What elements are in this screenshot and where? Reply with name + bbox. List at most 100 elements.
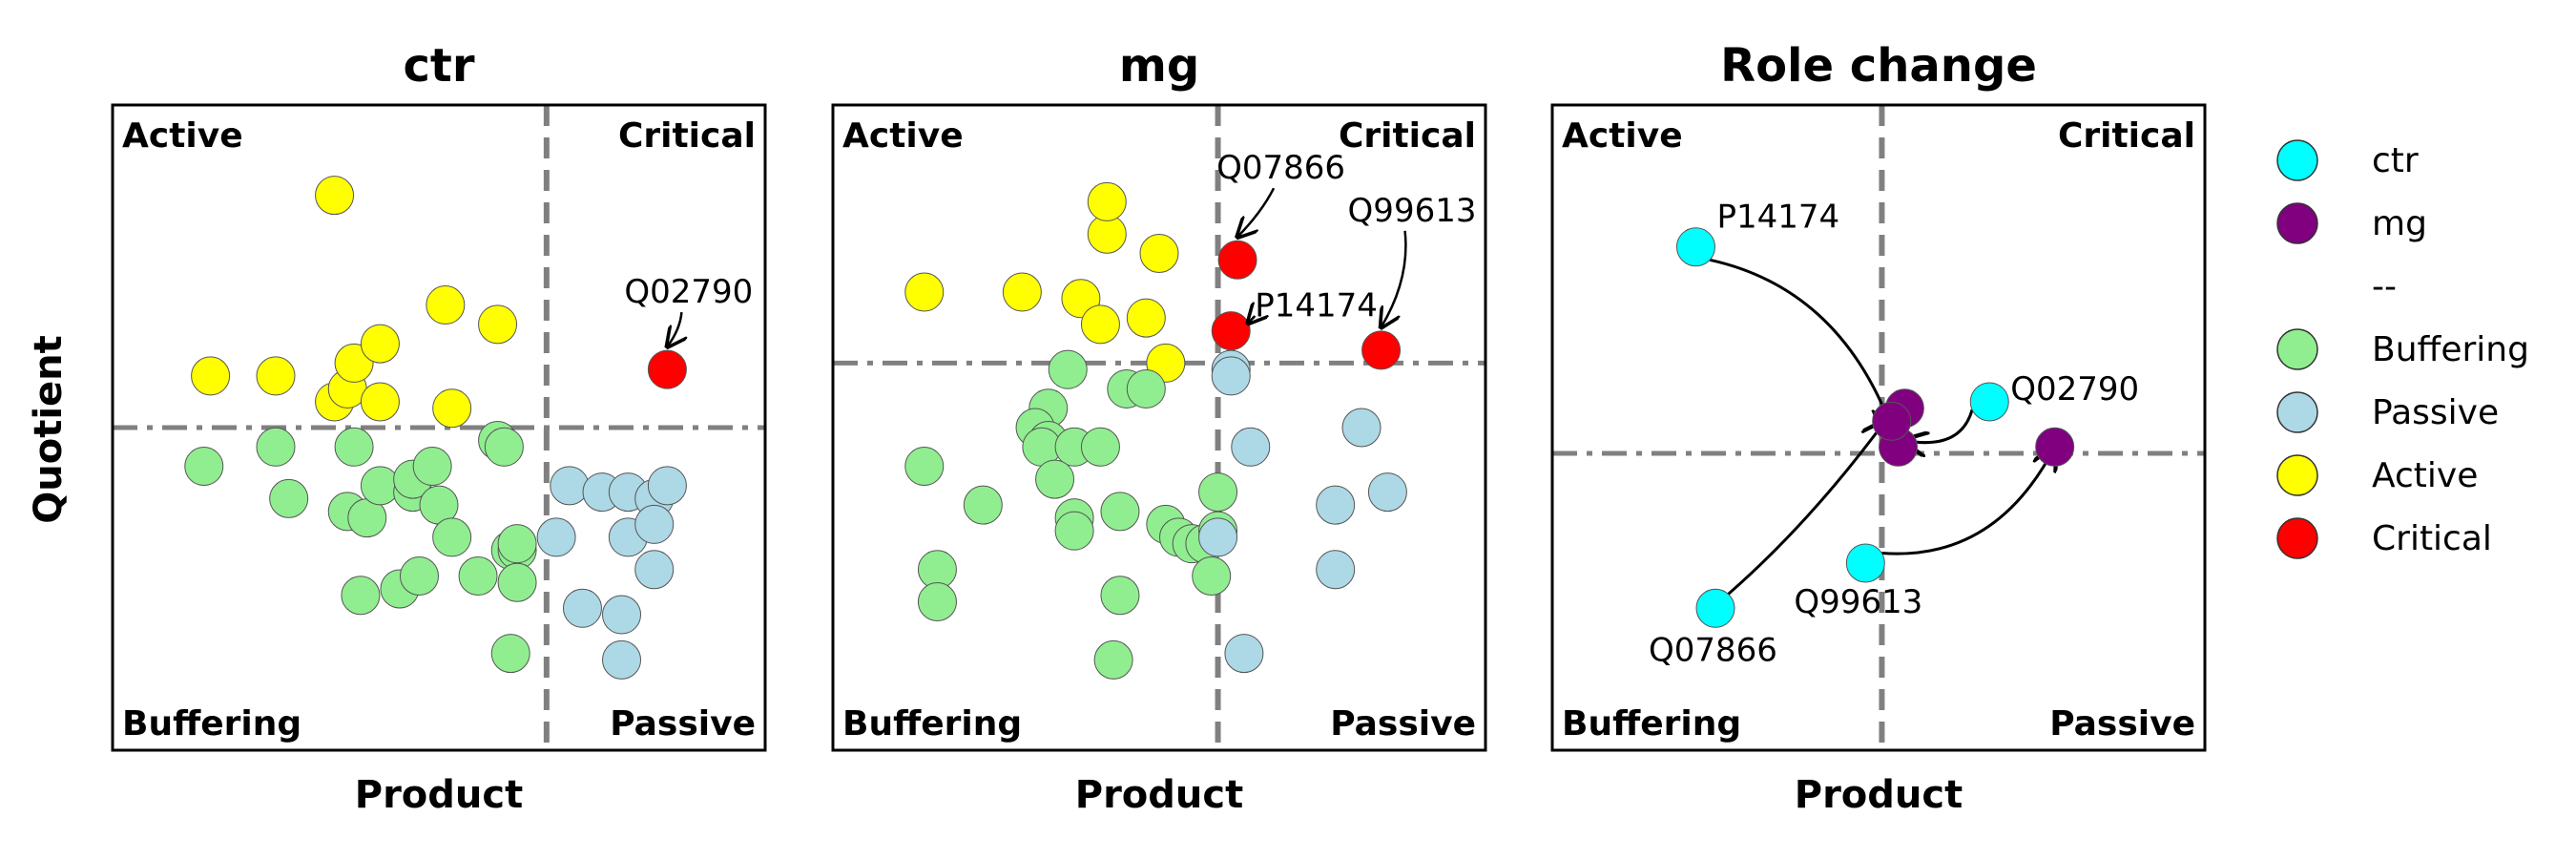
point-annotation: Q02790 <box>624 273 753 311</box>
transition-label: Q07866 <box>1649 631 1777 669</box>
legend-marker <box>2276 391 2318 433</box>
quadrant-label-top-left: Active <box>842 116 964 156</box>
data-point-active <box>256 356 296 396</box>
legend-label: Buffering <box>2372 330 2529 369</box>
data-point-buffering <box>412 447 452 487</box>
data-point-buffering <box>1054 511 1094 551</box>
data-point-active <box>432 388 472 429</box>
data-point-passive <box>602 639 642 680</box>
data-point-buffering <box>1093 639 1133 680</box>
point-annotation: P14174 <box>1255 287 1378 325</box>
data-point-active <box>191 356 231 396</box>
data-point-passive <box>1231 427 1271 467</box>
annotation-arrow <box>1381 230 1407 327</box>
data-point-buffering <box>917 582 957 622</box>
transition-arrow <box>1709 258 1891 428</box>
data-point-buffering <box>904 447 945 487</box>
data-point-buffering <box>1192 555 1232 596</box>
panel-title: ctr <box>403 39 474 93</box>
transition-label: Q99613 <box>1794 583 1922 621</box>
legend-label: ctr <box>2372 141 2419 180</box>
data-point-passive <box>550 466 590 506</box>
data-point-passive <box>562 588 602 628</box>
legend-label: Passive <box>2372 393 2499 432</box>
annotation-arrow <box>1237 187 1276 237</box>
data-point-active <box>315 176 355 216</box>
data-point-passive <box>1316 550 1356 590</box>
point-annotation: Q07866 <box>1216 149 1345 187</box>
legend-marker <box>2276 328 2318 370</box>
data-point-buffering <box>458 555 498 596</box>
data-point-ctr <box>1695 588 1735 628</box>
data-point-critical <box>647 349 687 389</box>
panel-2: Role change Product P14174 Q02790 Q07866 Q996… <box>1550 39 2207 817</box>
data-point-buffering <box>1100 576 1140 616</box>
data-point-passive <box>1341 408 1381 448</box>
quadrant-label-bottom-left: Buffering <box>1562 704 1741 744</box>
data-point-buffering <box>490 634 530 674</box>
quadrant-label-top-right: Critical <box>2058 116 2195 156</box>
x-axis-label: Product <box>355 773 523 817</box>
legend-marker <box>2276 454 2318 496</box>
legend-marker <box>2276 517 2318 559</box>
data-point-critical <box>1361 330 1402 370</box>
quadrant-label-top-right: Critical <box>618 116 756 156</box>
x-axis-label: Product <box>1075 773 1243 817</box>
data-point-passive <box>1367 472 1407 513</box>
data-point-active <box>1126 298 1166 338</box>
data-point-ctr <box>1969 382 2009 422</box>
transition-arrow <box>1727 421 1884 596</box>
data-point-buffering <box>184 447 224 487</box>
quadrant-label-top-right: Critical <box>1339 116 1476 156</box>
data-point-buffering <box>963 485 1003 525</box>
data-point-buffering <box>1080 427 1120 467</box>
data-point-buffering <box>484 427 524 467</box>
data-point-active <box>1139 233 1179 273</box>
plot-frame <box>111 103 767 752</box>
legend-marker <box>2276 202 2318 244</box>
data-point-passive <box>634 504 675 544</box>
data-point-mg <box>1872 401 1912 441</box>
quadrant-label-bottom-left: Buffering <box>122 704 301 744</box>
data-point-buffering <box>1048 349 1088 389</box>
data-point-buffering <box>1198 472 1238 513</box>
annotation-arrow <box>1248 317 1254 324</box>
panel-title: Role change <box>1720 39 2037 93</box>
data-point-buffering <box>432 517 472 557</box>
panel-0: ctr Product Q02790 Active Critical Buffering P… <box>111 39 767 817</box>
data-point-buffering <box>399 555 439 596</box>
data-point-passive <box>647 466 687 506</box>
quadrant-label-bottom-left: Buffering <box>842 704 1022 744</box>
data-point-active <box>1080 304 1120 345</box>
data-point-buffering <box>1126 368 1166 409</box>
legend-marker <box>2276 139 2318 181</box>
shared-ylabel: Quotient <box>27 335 71 524</box>
data-point-active <box>478 304 518 345</box>
transition-arrow <box>1881 447 2054 555</box>
legend-label: -- <box>2372 267 2397 306</box>
data-point-critical <box>1211 311 1251 351</box>
x-axis-label: Product <box>1795 773 1963 817</box>
plot-frame <box>831 103 1487 752</box>
quadrant-label-top-left: Active <box>122 116 243 156</box>
data-point-passive <box>1224 634 1264 674</box>
data-point-passive <box>1316 485 1356 525</box>
data-point-passive <box>536 517 576 557</box>
quadrant-label-top-left: Active <box>1562 116 1683 156</box>
data-point-ctr <box>1675 227 1715 267</box>
transition-label: Q02790 <box>2010 370 2139 409</box>
data-point-buffering <box>1100 492 1140 532</box>
plot-frame <box>1550 103 2207 752</box>
legend: ctr mg -- Buffering Passive Active Critical <box>2276 139 2529 559</box>
data-point-buffering <box>256 427 296 467</box>
legend-label: Active <box>2372 456 2478 495</box>
data-point-passive <box>634 550 675 590</box>
quadrant-label-bottom-right: Passive <box>1330 704 1476 744</box>
data-point-passive <box>602 595 642 635</box>
transition-label: P14174 <box>1716 199 1839 237</box>
point-annotation: Q99613 <box>1348 192 1477 230</box>
data-point-buffering <box>360 466 400 506</box>
data-point-buffering <box>269 478 309 518</box>
data-point-active <box>904 272 945 312</box>
